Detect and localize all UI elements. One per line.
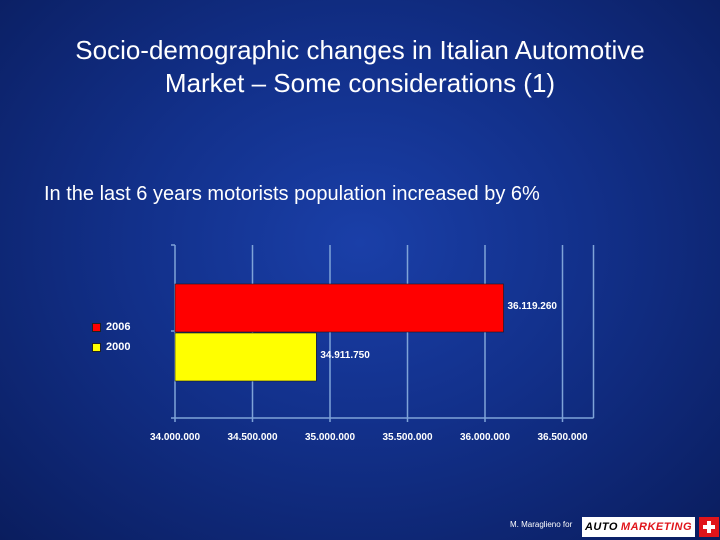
data-label-2006: 36.119.260 (507, 301, 557, 312)
slide-title: Socio-demographic changes in Italian Aut… (0, 34, 720, 100)
x-tick-label: 34.500.000 (227, 432, 277, 443)
legend-label-2000: 2000 (106, 341, 131, 353)
x-tick-label: 34.000.000 (150, 432, 200, 443)
x-tick-label: 35.000.000 (305, 432, 355, 443)
title-line-2: Market – Some considerations (1) (164, 68, 556, 98)
legend-swatch-2006 (92, 322, 101, 332)
x-tick-label: 36.000.000 (460, 432, 510, 443)
bar-2006 (174, 283, 504, 333)
logo-part-marketing: MARKETING (620, 521, 693, 533)
logo-text: AUTO MARKETING (585, 521, 692, 533)
chart-legend: 2006 2000 (92, 317, 130, 357)
x-tick-label: 36.500.000 (537, 432, 587, 443)
legend-item-2006: 2006 (92, 317, 130, 337)
title-line-1: Socio-demographic changes in Italian Aut… (75, 35, 645, 65)
slide-subtitle: In the last 6 years motorists population… (44, 183, 540, 205)
legend-swatch-2000 (92, 342, 101, 352)
bar-2000 (174, 332, 317, 382)
footer-credit: M. Maraglieno for (510, 520, 573, 529)
red-cross-logo-icon (699, 517, 719, 537)
x-tick-label: 35.500.000 (382, 432, 432, 443)
legend-label-2006: 2006 (106, 321, 131, 333)
auto-marketing-logo: AUTO MARKETING (582, 517, 695, 537)
legend-item-2000: 2000 (92, 337, 130, 357)
logo-part-auto: AUTO (584, 521, 618, 533)
data-label-2000: 34.911.750 (320, 350, 370, 361)
